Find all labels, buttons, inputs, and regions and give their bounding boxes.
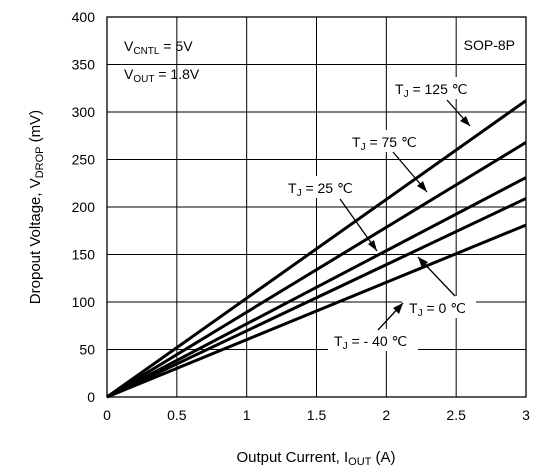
x-tick-labels: 0 0.5 1 1.5 2 2.5 3 [103, 407, 530, 423]
x-tick-label: 1.5 [307, 407, 327, 423]
series-line-2 [106, 176, 527, 399]
series-tag-25: TJ = 25 ℃ [283, 176, 378, 252]
series-lines [106, 99, 527, 399]
y-tick-label: 100 [72, 294, 96, 310]
series-line-3 [106, 197, 527, 399]
x-tick-label: 2 [382, 407, 390, 423]
arrow-head-neg40 [393, 303, 403, 314]
x-tick-label: 0 [103, 407, 111, 423]
x-tick-label: 3 [522, 407, 530, 423]
series-line-0 [106, 99, 527, 399]
y-tick-label: 400 [72, 9, 96, 25]
series-line-1 [106, 141, 527, 399]
y-tick-label: 350 [72, 57, 96, 73]
svg-text:TJ = 125 ℃: TJ = 125 ℃ [395, 81, 468, 100]
arrow-head-125 [460, 116, 470, 126]
svg-text:TJ = 75 ℃: TJ = 75 ℃ [352, 134, 417, 153]
series-tag-0: TJ = 0 ℃ [402, 256, 476, 319]
y-tick-label: 0 [87, 389, 95, 405]
svg-text:TJ = 0 ℃: TJ = 0 ℃ [409, 300, 466, 319]
plot-frame [106, 16, 527, 398]
series-line-4 [106, 223, 527, 399]
arrow-head-0 [418, 257, 428, 268]
x-tick-label: 0.5 [167, 407, 187, 423]
series-tag-neg40: TJ = - 40 ℃ [328, 302, 418, 352]
series-tag-75: TJ = 75 ℃ [347, 130, 428, 193]
y-tick-label: 150 [72, 247, 96, 263]
y-tick-label: 300 [72, 104, 96, 120]
y-tick-label: 50 [79, 342, 95, 358]
x-tick-label: 1 [243, 407, 251, 423]
package-label: SOP-8P [464, 37, 515, 53]
y-axis-title: Dropout Voltage, VDROP (mV) [27, 110, 46, 304]
svg-text:TJ = 25 ℃: TJ = 25 ℃ [288, 180, 353, 199]
y-tick-labels: 0 50 100 150 200 250 300 350 400 [72, 9, 96, 405]
y-tick-label: 200 [72, 199, 96, 215]
arrow-head-75 [417, 181, 427, 192]
y-tick-label: 250 [72, 152, 96, 168]
arrow-head-25 [368, 240, 377, 251]
x-tick-label: 2.5 [446, 407, 466, 423]
series-tag-125: TJ = 125 ℃ [388, 77, 474, 127]
x-axis-title: Output Current, IOUT (A) [236, 449, 395, 468]
condition-vcntl: VCNTL = 5V [124, 38, 193, 57]
condition-vout: VOUT = 1.8V [124, 66, 200, 85]
svg-text:TJ = - 40 ℃: TJ = - 40 ℃ [334, 333, 407, 352]
